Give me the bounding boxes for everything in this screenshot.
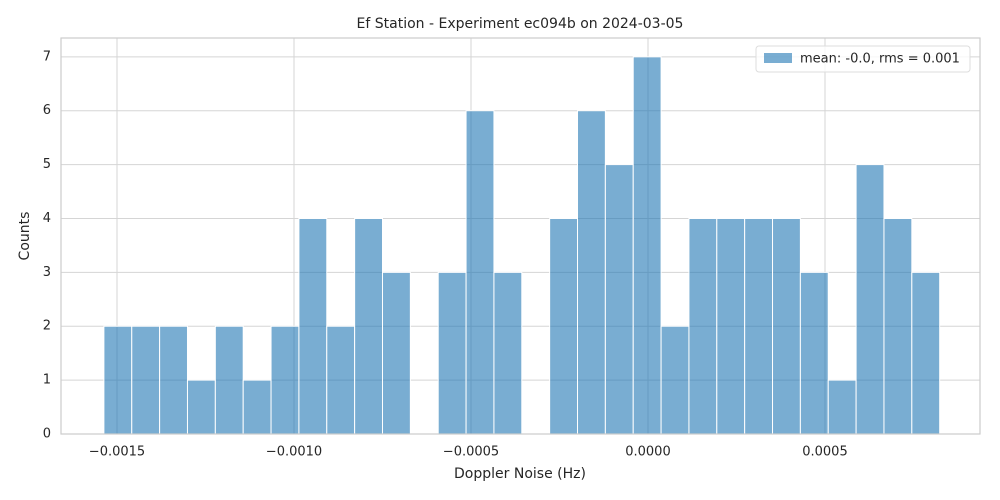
y-tick-label: 3 xyxy=(43,265,51,280)
bar xyxy=(465,110,495,435)
y-tick-label: 4 xyxy=(43,211,51,226)
bar xyxy=(159,325,188,435)
bar xyxy=(270,325,300,435)
bar xyxy=(660,325,690,435)
y-tick-label: 2 xyxy=(43,319,51,334)
bar xyxy=(827,379,857,435)
bar xyxy=(354,217,383,435)
y-tick-label: 5 xyxy=(43,157,51,172)
bar xyxy=(855,164,885,435)
bar xyxy=(298,217,328,435)
bar xyxy=(186,379,216,435)
y-tick-label: 1 xyxy=(43,373,51,388)
x-tick-label: −0.0010 xyxy=(266,445,322,460)
x-axis-label: Doppler Noise (Hz) xyxy=(454,466,586,482)
x-tick-label: −0.0015 xyxy=(89,445,145,460)
bar xyxy=(716,217,746,435)
legend-box xyxy=(755,45,971,73)
bar xyxy=(744,217,774,435)
y-axis-label: Counts xyxy=(17,212,33,261)
bar xyxy=(772,217,801,435)
bar xyxy=(577,110,606,435)
legend-label: mean: -0.0, rms = 0.001 xyxy=(800,52,960,67)
chart-title: Ef Station - Experiment ec094b on 2024-0… xyxy=(357,16,684,32)
bar xyxy=(911,271,941,435)
bar xyxy=(604,164,634,435)
legend-swatch xyxy=(764,53,792,63)
bar xyxy=(381,271,411,435)
bar xyxy=(103,325,133,435)
bar xyxy=(242,379,272,435)
bar xyxy=(632,56,662,435)
bar xyxy=(437,271,467,435)
x-tick-label: 0.0000 xyxy=(625,445,671,460)
bar xyxy=(688,217,718,435)
x-tick-label: 0.0005 xyxy=(802,445,848,460)
bar xyxy=(799,271,829,435)
bar xyxy=(131,325,161,435)
y-tick-label: 7 xyxy=(43,49,51,64)
y-tick-label: 6 xyxy=(43,103,51,118)
y-tick-label: 0 xyxy=(43,427,51,442)
bar xyxy=(326,325,356,435)
plot-frame xyxy=(60,37,981,435)
bar xyxy=(493,271,523,435)
x-tick-label: −0.0005 xyxy=(443,445,499,460)
bar xyxy=(883,217,913,435)
bar xyxy=(549,217,579,435)
bar xyxy=(214,325,244,435)
